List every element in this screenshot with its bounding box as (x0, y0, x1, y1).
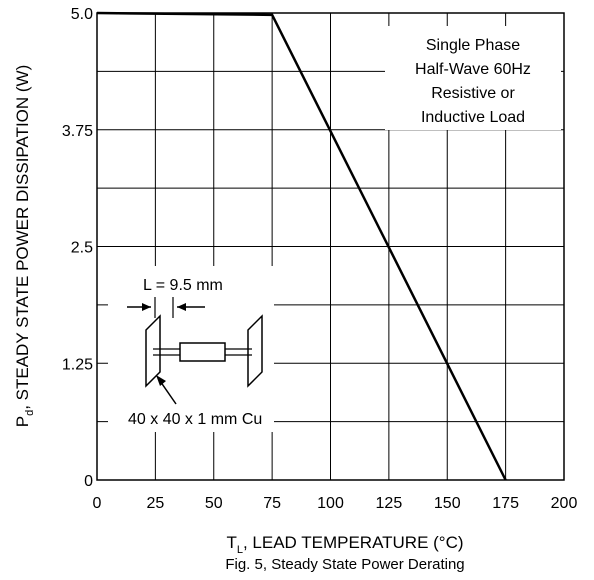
annotation-box: Single Phase Half-Wave 60Hz Resistive or… (415, 37, 531, 126)
right-copper-plate (247, 314, 263, 388)
x-axis-symbol: T (226, 533, 236, 552)
x-axis-subscript: L (237, 544, 243, 556)
x-tick-label: 125 (376, 495, 403, 512)
x-axis-title: TL, LEAD TEMPERATURE (°C) (226, 533, 463, 556)
y-tick-label: 1.25 (62, 356, 93, 373)
figure-caption: Fig. 5, Steady State Power Derating (225, 556, 464, 573)
y-tick-label: 0 (84, 473, 93, 490)
dimension-arrowhead-right (177, 303, 186, 311)
inset-diagram: L = 9.5 mm 40 x 40 x 1 mm Cu (127, 277, 263, 428)
plot-border (96, 12, 565, 481)
dimension-arrowhead-left (142, 303, 151, 311)
diode-body (179, 342, 226, 362)
annotation-line-2: Half-Wave 60Hz (415, 61, 531, 78)
y-tick-label: 2.5 (71, 240, 93, 257)
inset-copper-label: 40 x 40 x 1 mm Cu (128, 411, 262, 428)
x-tick-label: 0 (93, 495, 102, 512)
x-tick-label: 175 (492, 495, 519, 512)
copper-pointer-arrowhead (156, 375, 166, 386)
annotation-line-3: Resistive or (431, 85, 515, 102)
x-tick-label: 150 (434, 495, 461, 512)
derating-curve (96, 11, 507, 481)
annotation-line-1: Single Phase (426, 37, 520, 54)
inset-dimension-label: L = 9.5 mm (143, 277, 223, 294)
y-tick-labels: 0 1.25 2.5 3.75 5.0 (62, 6, 93, 490)
x-tick-labels: 0 25 50 75 100 125 150 175 200 (93, 495, 578, 512)
x-tick-label: 75 (263, 495, 281, 512)
y-axis-symbol: P (13, 416, 32, 427)
y-axis-subscript: d (24, 410, 36, 416)
x-tick-label: 200 (551, 495, 578, 512)
y-axis-title: Pd, STEADY STATE POWER DISSIPATION (W) (13, 65, 36, 428)
x-tick-label: 50 (205, 495, 223, 512)
x-tick-label: 100 (317, 495, 344, 512)
annotation-line-4: Inductive Load (421, 109, 525, 126)
y-tick-label: 5.0 (71, 6, 93, 23)
y-tick-label: 3.75 (62, 123, 93, 140)
y-axis-text: , STEADY STATE POWER DISSIPATION (W) (13, 65, 32, 410)
x-axis-text: , LEAD TEMPERATURE (°C) (243, 533, 464, 552)
annotation-box-background (385, 26, 561, 130)
left-copper-plate (145, 314, 161, 388)
x-tick-label: 25 (146, 495, 164, 512)
